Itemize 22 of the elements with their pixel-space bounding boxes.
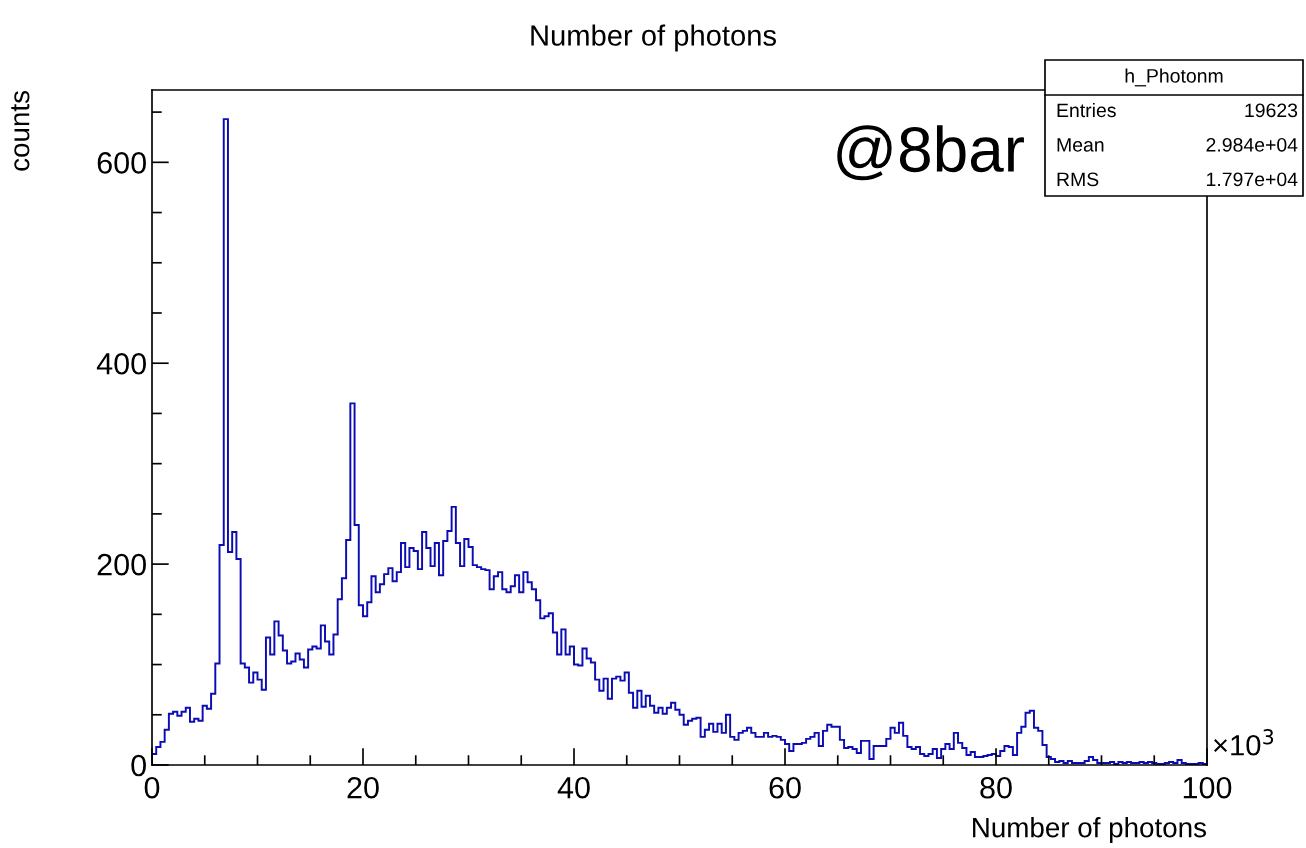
annotation: Mean bbox=[1057, 138, 1104, 152]
annotation: 2.984e+04 bbox=[1206, 137, 1298, 152]
annotation: @8bar bbox=[837, 125, 1024, 181]
x-tick-label: 60 bbox=[769, 776, 801, 799]
text: 19623 bbox=[1245, 103, 1298, 118]
annotation: Entries bbox=[1057, 102, 1116, 118]
text: ×10$^{3}$ bbox=[1214, 729, 1274, 756]
y-tick-label: 0 bbox=[131, 754, 146, 777]
x-tick-label: 80 bbox=[980, 776, 1012, 799]
x-tick-label: 40 bbox=[557, 776, 590, 799]
text: h_Photonm bbox=[1125, 68, 1223, 87]
chart-title: Number of photons bbox=[531, 24, 776, 52]
x-tick-label: 20 bbox=[347, 776, 379, 799]
x-tick-label: 0 bbox=[144, 776, 160, 799]
annotation: RMS bbox=[1057, 172, 1099, 187]
text: 1.797e+04 bbox=[1207, 172, 1298, 187]
y-axis-title: counts bbox=[11, 91, 30, 171]
y-tick-label: 600 bbox=[97, 152, 146, 174]
x-tick-label: 100 bbox=[1183, 776, 1232, 799]
x-axis-title: Number of photons bbox=[973, 817, 1207, 843]
y-tick-label: 200 bbox=[97, 553, 146, 576]
y-tick-label: 400 bbox=[96, 352, 146, 375]
